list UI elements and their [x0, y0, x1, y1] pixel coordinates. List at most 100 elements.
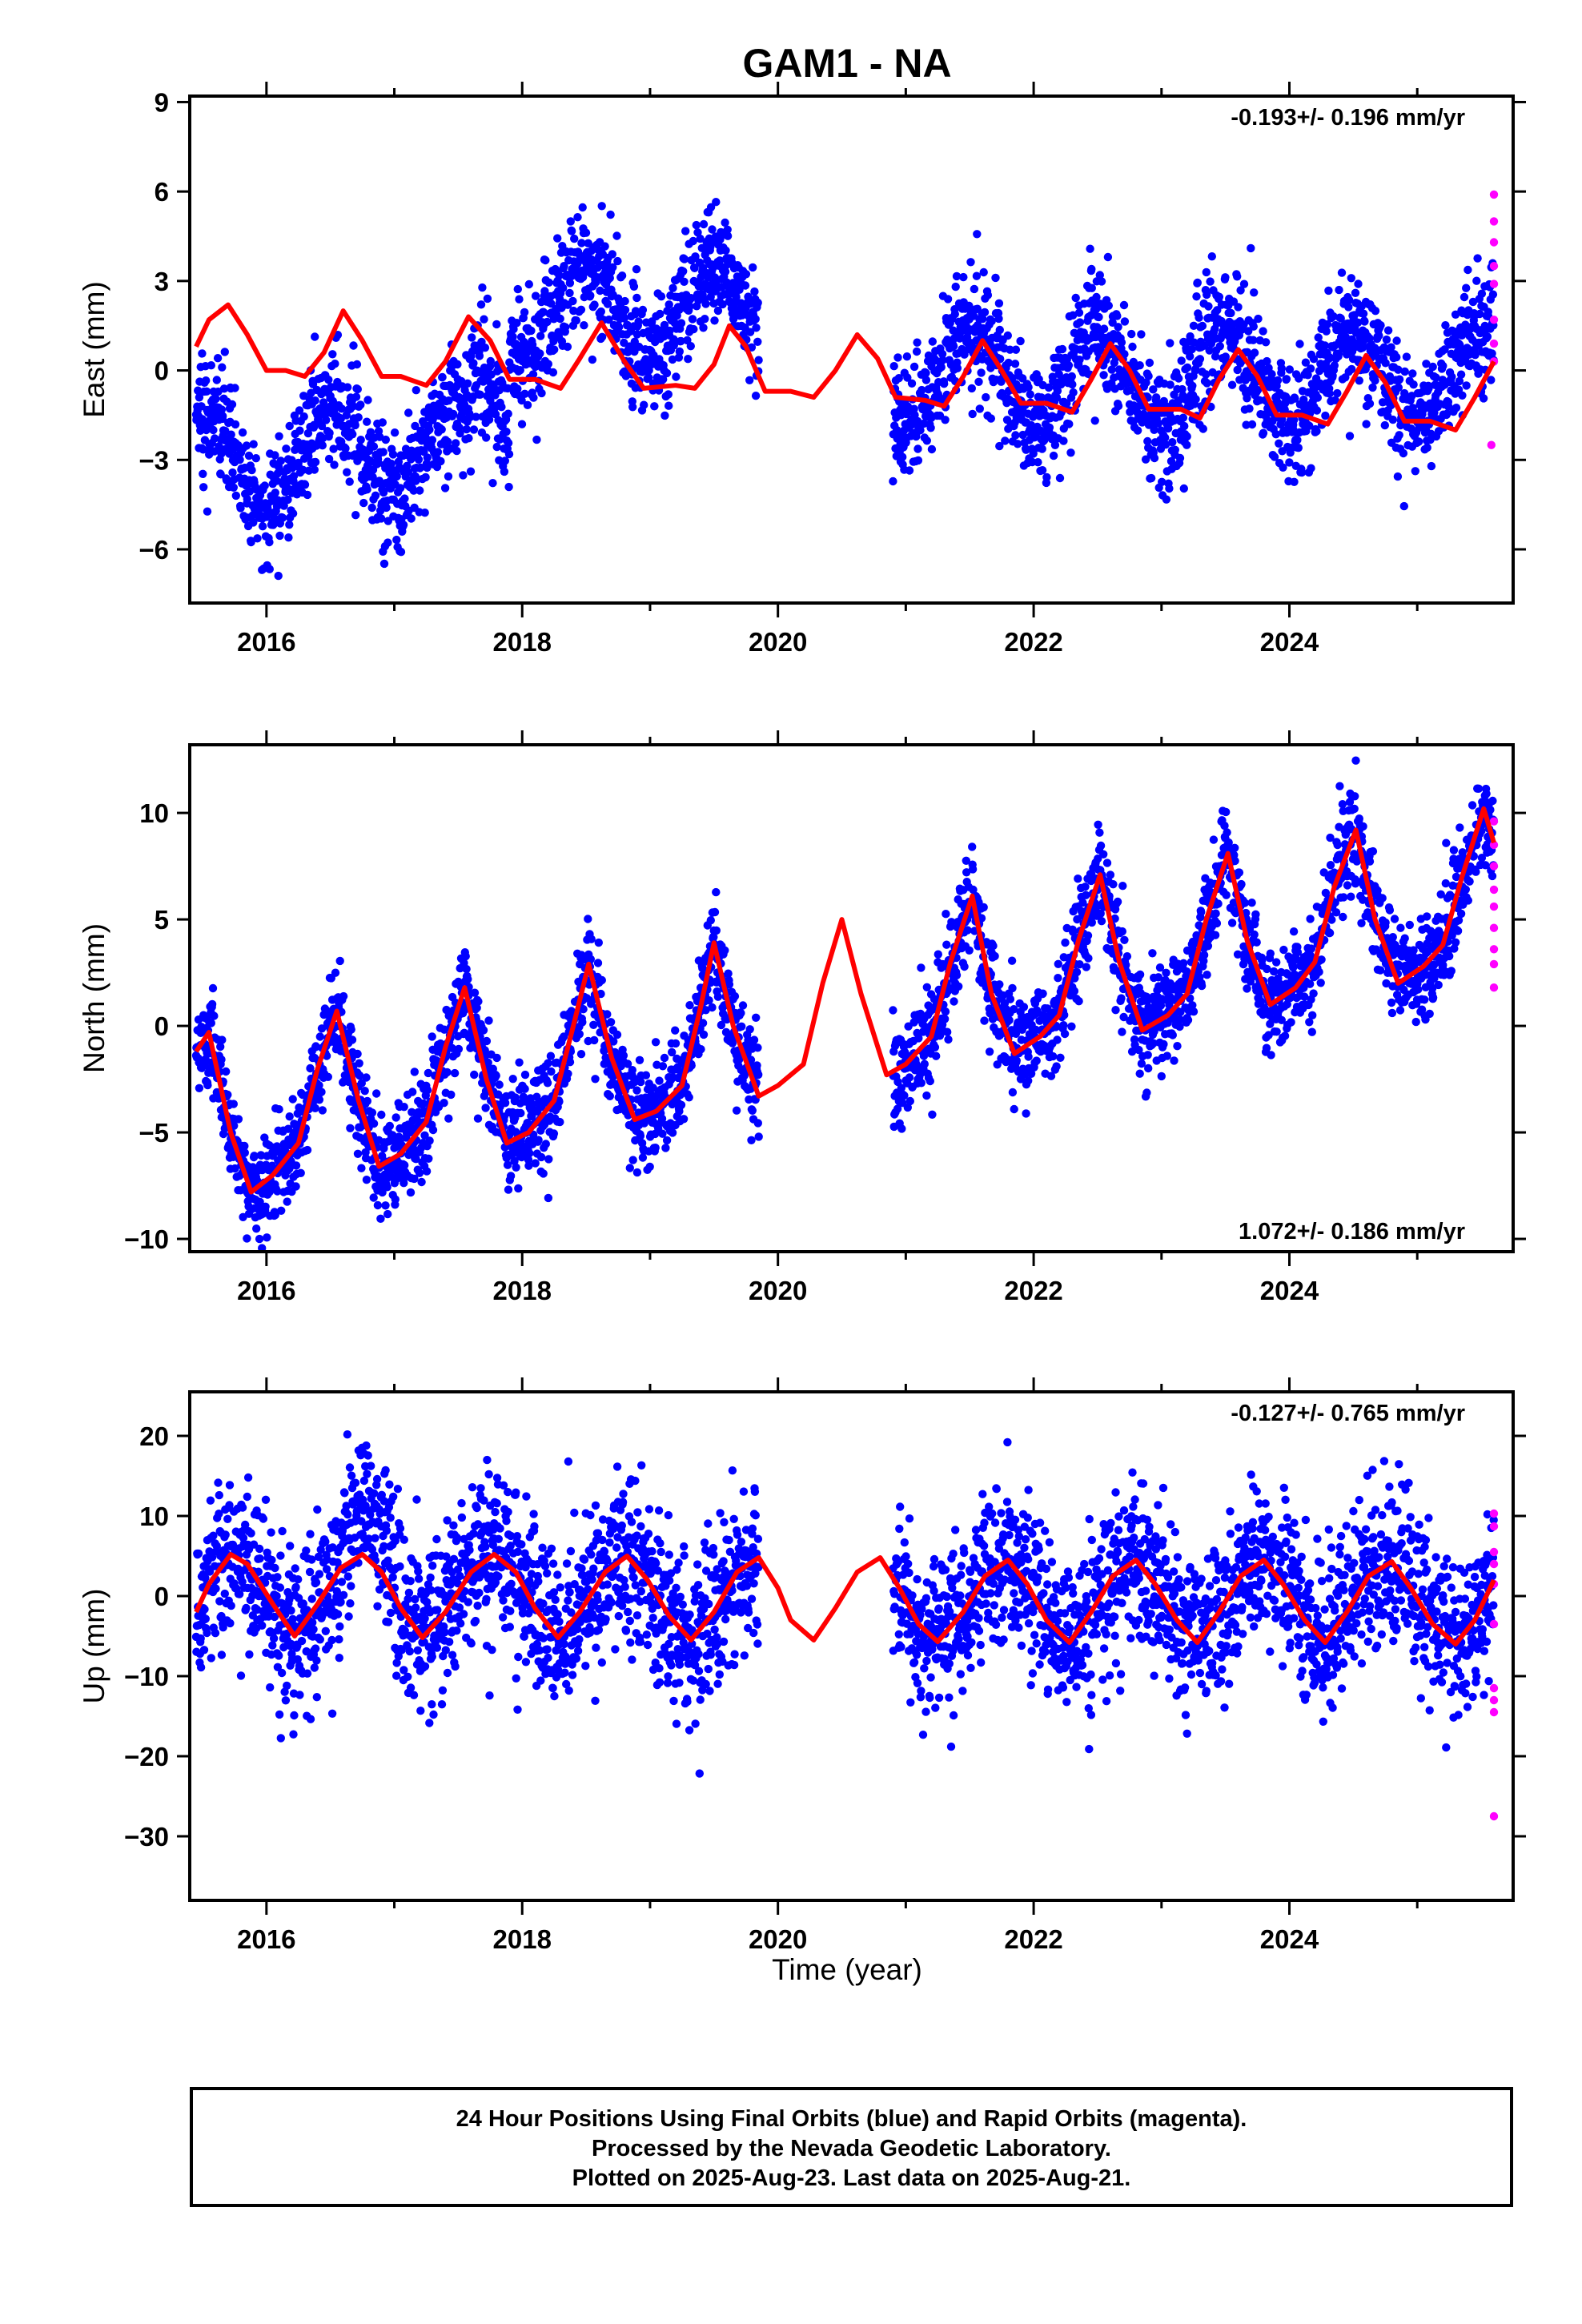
- data-point: [454, 1044, 464, 1054]
- data-point: [1038, 444, 1046, 453]
- data-point: [656, 309, 665, 319]
- data-point: [747, 1136, 756, 1145]
- data-point: [459, 471, 468, 480]
- data-point: [931, 356, 941, 365]
- data-point: [1271, 430, 1281, 439]
- data-point: [591, 1075, 600, 1084]
- y-tick-label: 3: [155, 267, 169, 296]
- data-point: [1329, 312, 1338, 321]
- data-point: [889, 362, 898, 371]
- data-point: [1306, 364, 1315, 373]
- data-point: [464, 975, 472, 984]
- data-point: [689, 236, 697, 246]
- data-point: [974, 377, 983, 386]
- data-point: [1182, 363, 1192, 372]
- data-point: [411, 421, 420, 431]
- data-point: [1166, 456, 1176, 466]
- data-point: [360, 1087, 369, 1096]
- data-point: [283, 495, 292, 505]
- data-point: [285, 421, 294, 431]
- data-point: [593, 959, 603, 967]
- data-point: [1282, 375, 1291, 384]
- data-point: [745, 376, 754, 384]
- data-point: [940, 1015, 950, 1023]
- data-point: [516, 1108, 525, 1118]
- data-point: [263, 1233, 271, 1242]
- data-point: [456, 428, 464, 438]
- data-point: [531, 292, 540, 300]
- data-point: [198, 349, 207, 358]
- data-point: [203, 507, 212, 516]
- data-point: [968, 842, 977, 851]
- data-point: [317, 1088, 326, 1096]
- data-point: [549, 1129, 559, 1138]
- data-point: [684, 355, 693, 364]
- data-point: [1353, 318, 1363, 327]
- data-point: [701, 315, 709, 324]
- x-tick-label: 2018: [493, 627, 552, 657]
- rapid-point: [1489, 190, 1499, 199]
- data-point: [1309, 355, 1319, 364]
- data-point: [1452, 404, 1461, 412]
- data-point: [221, 426, 230, 436]
- data-point: [311, 1104, 319, 1113]
- data-point: [392, 472, 401, 480]
- data-point: [685, 302, 694, 311]
- data-point: [227, 430, 235, 439]
- data-point: [343, 383, 352, 392]
- data-point: [363, 1096, 371, 1106]
- data-point: [282, 444, 291, 453]
- data-point: [369, 1193, 378, 1202]
- data-point: [721, 246, 730, 255]
- data-point: [1062, 399, 1071, 408]
- data-point: [965, 946, 974, 955]
- data-point: [578, 1018, 587, 1027]
- data-point: [715, 256, 725, 265]
- data-point: [995, 980, 1004, 989]
- data-point: [1141, 455, 1150, 464]
- data-point: [1263, 356, 1271, 366]
- data-point: [219, 384, 229, 393]
- data-point: [1179, 484, 1189, 493]
- y-tick-label: 6: [155, 177, 169, 207]
- data-point: [236, 504, 245, 513]
- data-point: [1247, 420, 1257, 429]
- rapid-point: [1489, 316, 1499, 324]
- data-point: [363, 485, 371, 494]
- data-point: [640, 400, 648, 409]
- data-point: [1409, 380, 1418, 389]
- data-point: [310, 465, 319, 474]
- data-point: [1393, 472, 1403, 481]
- data-point: [341, 444, 350, 453]
- data-point: [504, 482, 513, 492]
- data-point: [492, 442, 501, 452]
- data-point: [1290, 477, 1299, 486]
- data-point: [1107, 365, 1116, 374]
- data-point: [1145, 358, 1154, 368]
- data-point: [991, 273, 1000, 283]
- data-point: [416, 486, 424, 495]
- data-point: [199, 445, 207, 454]
- data-point: [1408, 369, 1417, 378]
- data-point: [629, 282, 639, 291]
- data-point: [968, 865, 978, 874]
- data-point: [479, 1026, 488, 1035]
- data-point: [234, 1115, 243, 1124]
- data-point: [217, 1055, 226, 1064]
- data-point: [922, 983, 932, 992]
- data-point: [288, 1095, 297, 1104]
- data-point: [424, 1154, 433, 1164]
- data-point: [1127, 329, 1136, 339]
- data-point: [665, 401, 673, 410]
- data-point: [1190, 338, 1199, 347]
- data-point: [531, 1159, 540, 1168]
- data-point: [534, 1136, 543, 1144]
- data-point: [566, 217, 575, 226]
- data-point: [271, 1211, 279, 1220]
- data-point: [586, 291, 595, 300]
- data-point: [1477, 289, 1487, 298]
- data-point: [619, 1051, 628, 1060]
- data-point: [356, 436, 365, 444]
- data-point: [1336, 314, 1345, 323]
- data-point: [1052, 393, 1062, 402]
